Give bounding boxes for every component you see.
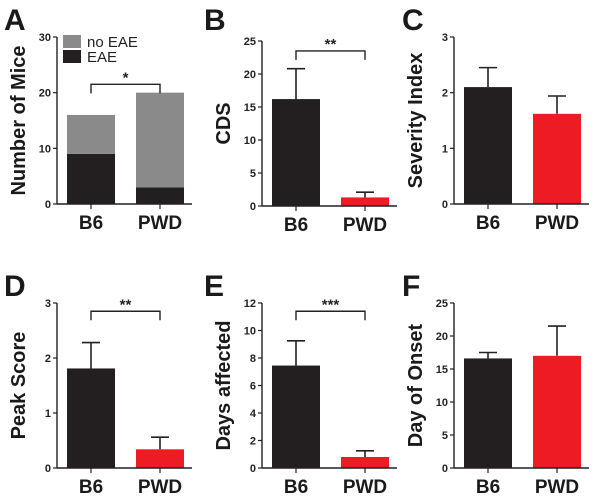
y-tick-label: 2 <box>45 353 51 365</box>
bar-eae-b6 <box>67 153 115 204</box>
x-tick-label: B6 <box>79 477 103 498</box>
y-tick-label: 10 <box>244 326 256 338</box>
panel-c: C Severity Index 0 1 2 3 B6 PWD <box>402 4 589 234</box>
legend-label: no EAE <box>87 34 138 51</box>
y-tick-label: 0 <box>45 463 51 475</box>
x-tick-label: B6 <box>476 477 500 498</box>
y-tick-label: 3 <box>442 32 448 44</box>
y-tick-label: 20 <box>436 331 448 343</box>
bar-pwd <box>533 113 581 204</box>
y-tick-label: 1 <box>45 408 51 420</box>
y-axis-label: Severity Index <box>405 53 427 189</box>
legend-swatch-eae <box>63 50 81 63</box>
y-tick-label: 4 <box>250 408 257 420</box>
significance-label: ** <box>325 36 337 53</box>
y-tick-label: 0 <box>442 463 448 475</box>
y-tick-label: 2 <box>250 436 256 448</box>
y-tick-label: 6 <box>250 381 256 393</box>
panel-b: B CDS 0 5 10 15 20 25 B6 PWD ** <box>204 4 397 236</box>
panel-f: F Day of Onset 0 5 10 15 20 25 B6 PWD <box>402 270 589 498</box>
x-tick-label: PWD <box>343 215 387 236</box>
x-tick-label: PWD <box>138 213 182 234</box>
x-tick-label: B6 <box>476 213 500 234</box>
x-tick-label: PWD <box>138 477 182 498</box>
y-tick-label: 10 <box>39 143 51 155</box>
panel-e: E Days affected 0 2 4 6 8 10 12 B6 PWD *** <box>204 270 397 498</box>
panel-letter: C <box>402 4 424 37</box>
x-tick-label: PWD <box>535 477 579 498</box>
bar-pwd <box>533 355 581 468</box>
significance-bracket <box>90 310 161 321</box>
y-axis-label: Peak Score <box>8 332 30 440</box>
y-tick-label: 15 <box>244 102 256 114</box>
bar-pwd <box>341 197 389 206</box>
panel-letter: A <box>4 4 26 37</box>
y-axis-label: CDS <box>213 102 235 144</box>
x-tick-label: B6 <box>79 213 103 234</box>
significance-label: *** <box>322 296 340 313</box>
panel-d: D Peak Score 0 1 2 3 B6 PWD ** <box>4 270 192 498</box>
y-tick-label: 0 <box>250 463 256 475</box>
bar-no-eae-pwd <box>136 92 184 188</box>
bar-b6 <box>67 368 115 468</box>
y-tick-label: 0 <box>250 201 256 213</box>
y-tick-label: 0 <box>442 199 448 211</box>
y-tick-label: 8 <box>250 353 256 365</box>
y-tick-label: 10 <box>244 135 256 147</box>
bar-b6 <box>464 358 512 468</box>
y-axis-label: Day of Onset <box>405 323 427 447</box>
significance-label: ** <box>120 296 132 313</box>
bar-eae-pwd <box>136 187 184 204</box>
y-tick-label: 25 <box>244 36 256 48</box>
x-tick-label: PWD <box>535 213 579 234</box>
significance-label: * <box>123 69 129 86</box>
x-tick-label: B6 <box>284 477 308 498</box>
bar-b6 <box>272 365 320 468</box>
y-tick-label: 30 <box>39 32 51 44</box>
y-tick-label: 1 <box>442 143 448 155</box>
bar-no-eae-b6 <box>67 114 115 154</box>
panel-letter: B <box>204 4 226 37</box>
y-tick-label: 25 <box>436 298 448 310</box>
y-tick-label: 5 <box>442 430 448 442</box>
y-axis-label: Days affected <box>213 320 235 450</box>
legend-label: EAE <box>87 49 117 66</box>
panel-letter: E <box>204 270 224 303</box>
y-tick-label: 20 <box>244 69 256 81</box>
y-tick-label: 10 <box>436 397 448 409</box>
y-tick-label: 15 <box>436 364 448 376</box>
legend-swatch-no-eae <box>63 35 81 48</box>
significance-bracket <box>295 310 366 321</box>
panel-letter: F <box>402 270 420 303</box>
y-tick-label: 0 <box>45 199 51 211</box>
bar-pwd <box>341 457 389 468</box>
y-tick-label: 5 <box>250 168 256 180</box>
significance-bracket <box>295 50 366 60</box>
bar-b6 <box>464 87 512 204</box>
x-tick-label: PWD <box>343 477 387 498</box>
y-tick-label: 2 <box>442 88 448 100</box>
y-tick-label: 3 <box>45 298 51 310</box>
panel-letter: D <box>4 270 26 303</box>
bar-pwd <box>136 449 184 468</box>
y-tick-label: 20 <box>39 88 51 100</box>
bar-b6 <box>272 99 320 206</box>
significance-bracket <box>90 83 161 94</box>
x-tick-label: B6 <box>284 215 308 236</box>
y-axis-label: Number of Mice <box>8 45 30 195</box>
y-tick-label: 12 <box>244 298 256 310</box>
